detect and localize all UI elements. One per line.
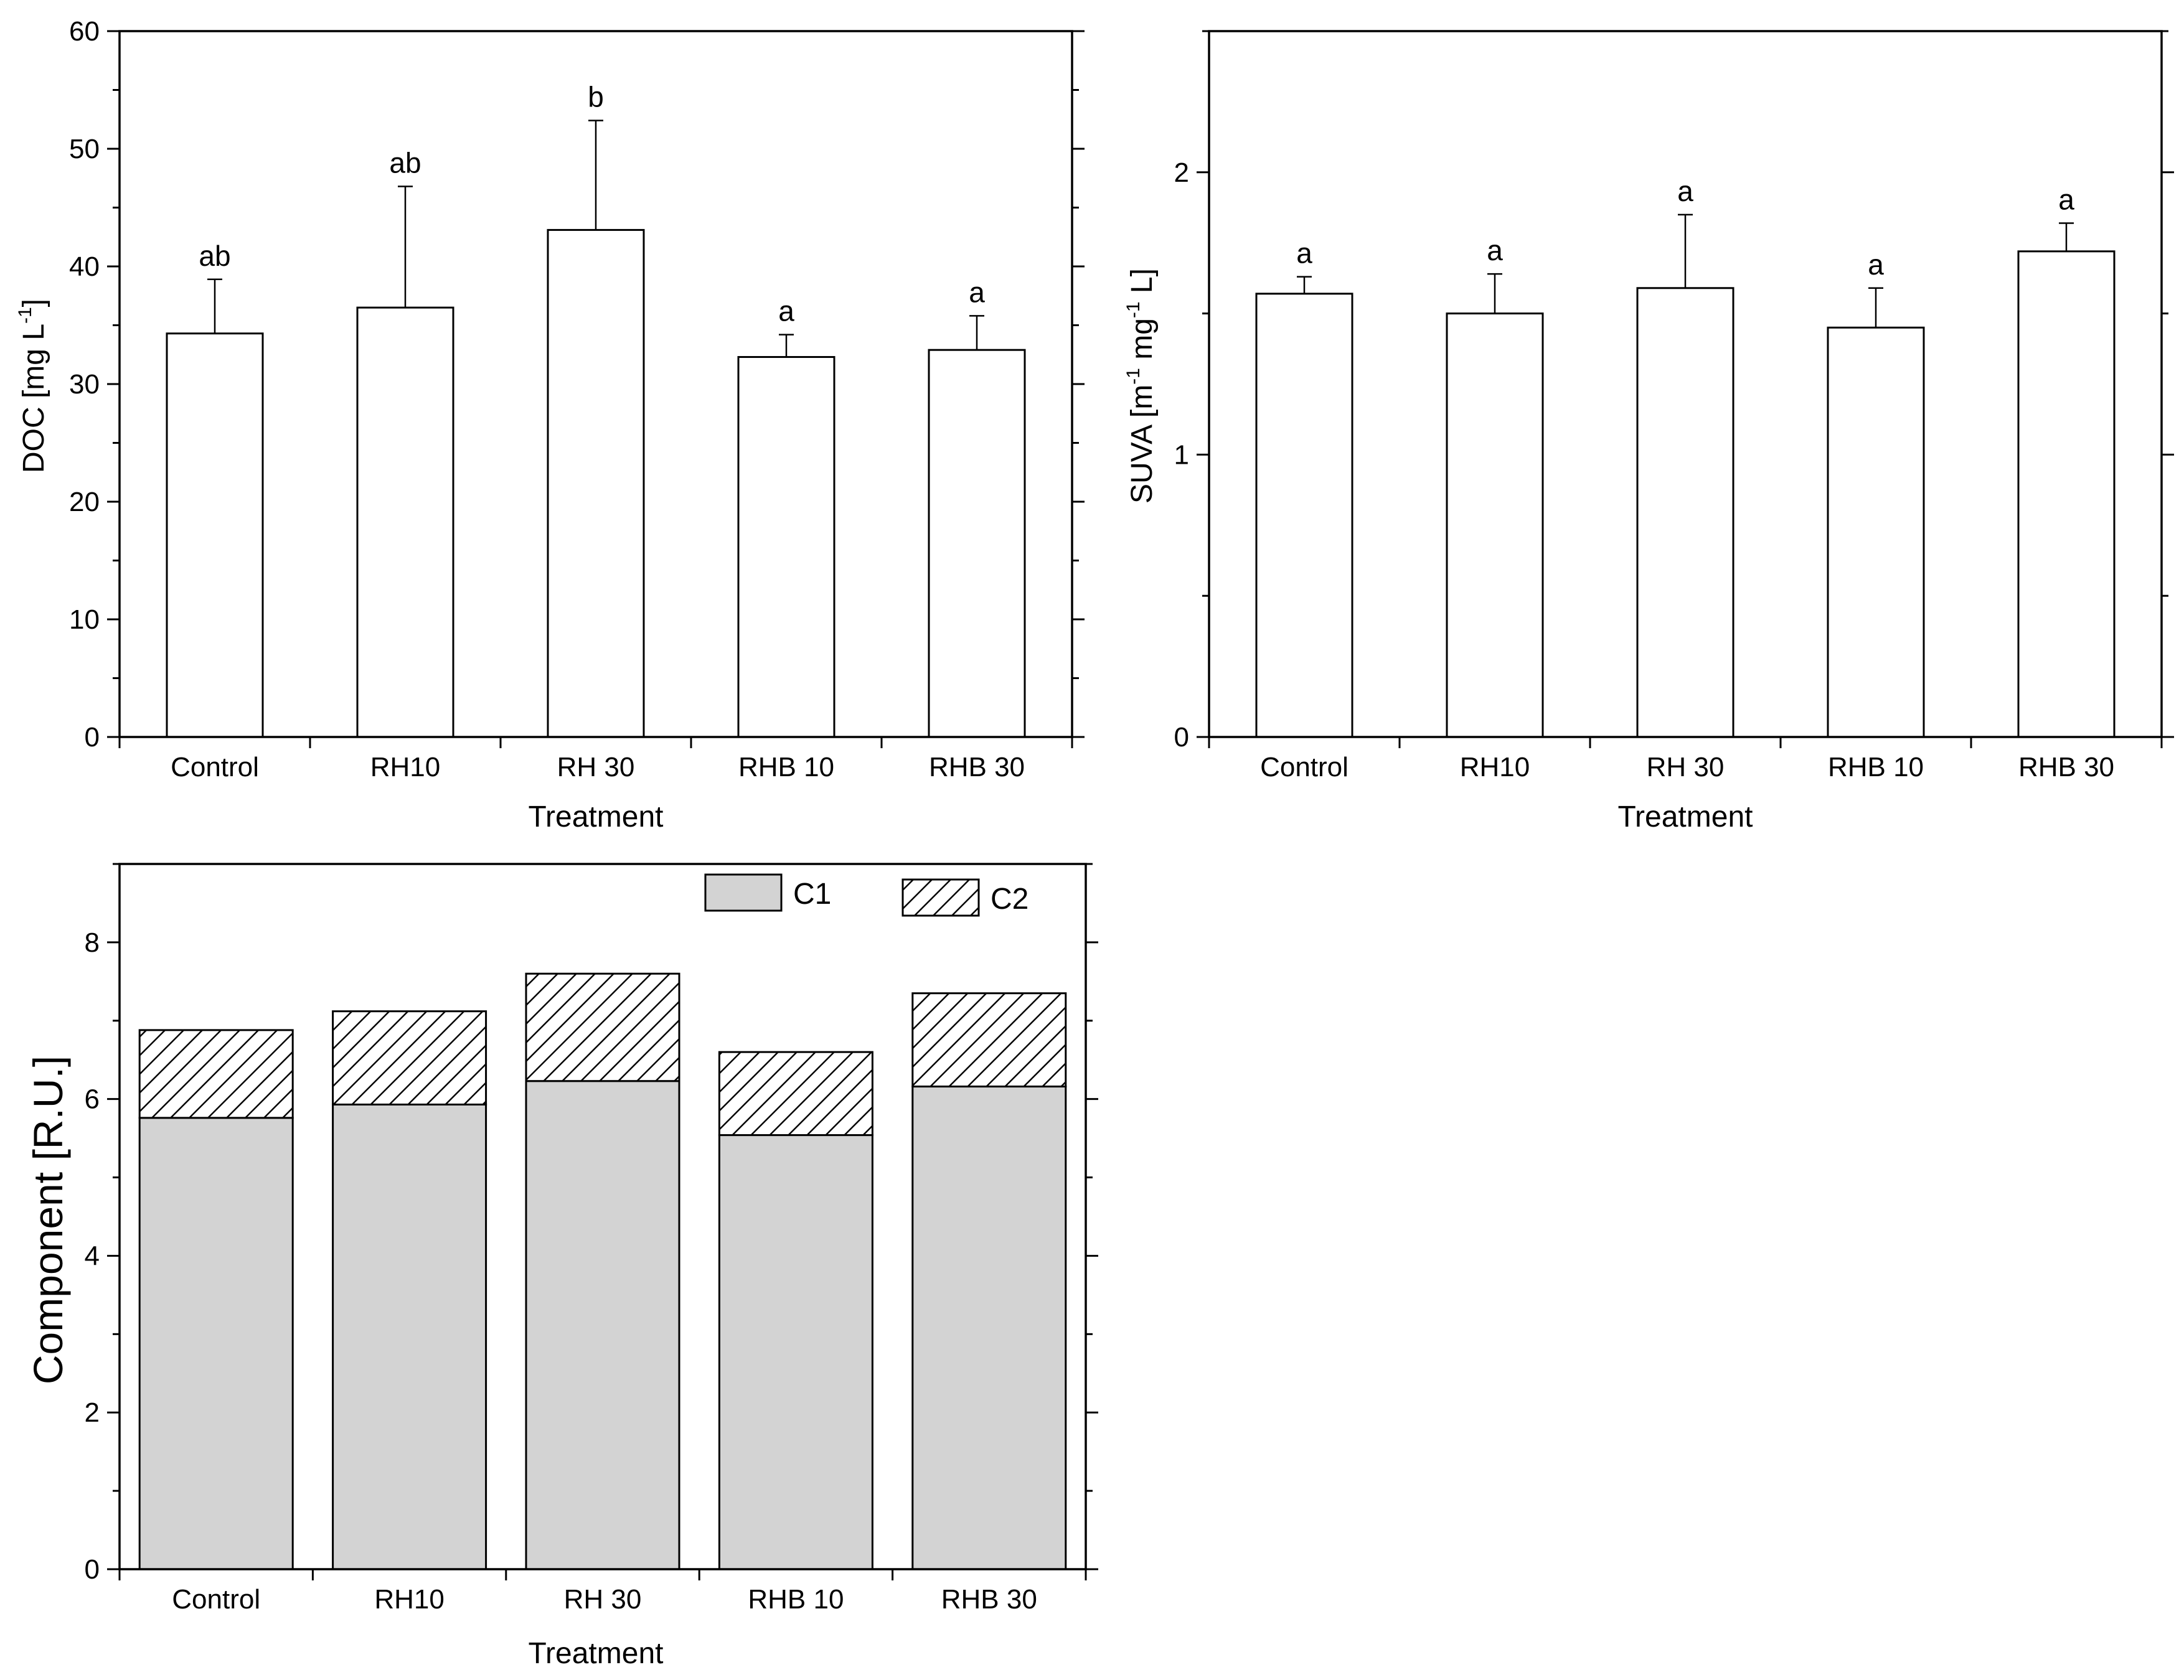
suva-y-tick-label: 2 bbox=[1174, 157, 1189, 188]
doc-y-tick-label: 0 bbox=[85, 722, 100, 753]
suva-significance-label: a bbox=[2058, 183, 2074, 215]
suva-y-tick-label: 1 bbox=[1174, 439, 1189, 470]
suva-y-axis-title-mid: mg bbox=[1126, 318, 1159, 368]
doc-x-tick-label: Control bbox=[171, 752, 259, 782]
suva-bars: a a a a a bbox=[1255, 175, 2116, 738]
suva-x-axis-title: Treatment bbox=[1618, 800, 1753, 833]
comp-x-tick-label: RHB 30 bbox=[941, 1584, 1037, 1615]
suva-significance-label: a bbox=[1296, 237, 1312, 270]
comp-bar-c2 bbox=[525, 972, 680, 1082]
comp-bar-c1 bbox=[911, 1086, 1067, 1570]
suva-x-tick-label: RHB 10 bbox=[1828, 752, 1924, 782]
doc-bar bbox=[356, 306, 454, 738]
comp-bar-c2 bbox=[911, 992, 1067, 1088]
suva-x-tick-label: RH 30 bbox=[1647, 752, 1725, 782]
doc-y-axis-title-sup: -1 bbox=[15, 307, 35, 324]
doc-y-tick-label: 60 bbox=[69, 16, 100, 47]
doc-significance-label: ab bbox=[199, 240, 230, 272]
comp-y-tick-label: 8 bbox=[85, 927, 100, 958]
doc-y-axis-title-end: ] bbox=[17, 299, 50, 307]
doc-y-tick-label: 30 bbox=[69, 369, 100, 400]
comp-bar-c2 bbox=[718, 1051, 873, 1137]
doc-y-tick-label: 50 bbox=[69, 134, 100, 164]
doc-y-tick-label: 20 bbox=[69, 487, 100, 517]
doc-y-tick-label: 40 bbox=[69, 251, 100, 282]
suva-y-tick-label: 0 bbox=[1174, 722, 1189, 753]
doc-bar bbox=[166, 332, 264, 738]
suva-plot-frame bbox=[1208, 30, 2163, 738]
suva-bar bbox=[2017, 250, 2116, 738]
suva-x-tick-label: Control bbox=[1260, 752, 1349, 782]
doc-bars: ab ab b a a bbox=[166, 81, 1026, 738]
suva-chart: SUVA [m-1 mg-1 L] Treatment a a a a a 0 1 2 Cont… bbox=[1123, 30, 2174, 833]
suva-bar bbox=[1255, 293, 1353, 738]
legend-c1-label: C1 bbox=[793, 878, 831, 911]
comp-y-tick-label: 0 bbox=[85, 1554, 100, 1585]
comp-bar-c1 bbox=[525, 1080, 680, 1570]
doc-bar bbox=[928, 349, 1026, 738]
comp-y-axis-title: Component [R.U.] bbox=[25, 1056, 71, 1384]
doc-significance-label: b bbox=[588, 81, 604, 113]
comp-x-tick-label: RH 30 bbox=[564, 1584, 642, 1615]
doc-y-axis-title: DOC [mg L-1] bbox=[15, 299, 50, 473]
comp-x-tick-label: Control bbox=[172, 1584, 260, 1615]
doc-x-tick-label: RHB 10 bbox=[738, 752, 834, 782]
component-chart: Component [R.U.] Treatment C1 C2 0 2 4 6 8 Co… bbox=[25, 863, 1098, 1670]
doc-bar bbox=[547, 228, 645, 738]
comp-bar-c1 bbox=[332, 1103, 487, 1570]
suva-significance-label: a bbox=[1487, 234, 1503, 266]
doc-axes: 0 10 20 30 40 50 60 Control RH10 RH 30 RHB 10 RHB 3… bbox=[69, 16, 1085, 782]
comp-plot-frame bbox=[118, 863, 1087, 1570]
suva-bar bbox=[1446, 312, 1544, 738]
suva-significance-label: a bbox=[1868, 248, 1884, 281]
doc-chart: DOC [mg L-1] Treatment ab ab b a a 0 10 20 30 40 5… bbox=[15, 16, 1085, 833]
comp-x-tick-label: RHB 10 bbox=[748, 1584, 844, 1615]
doc-x-axis-title: Treatment bbox=[529, 800, 664, 833]
suva-bar bbox=[1636, 287, 1734, 738]
suva-y-axis-title-end: L] bbox=[1126, 268, 1159, 301]
suva-y-axis-title-sup2: -1 bbox=[1123, 301, 1144, 318]
comp-bars bbox=[138, 972, 1067, 1570]
comp-bar-c2 bbox=[138, 1029, 294, 1119]
suva-y-axis-title-sup1: -1 bbox=[1123, 368, 1144, 385]
suva-axes: 0 1 2 Control RH10 RH 30 RHB 10 RHB 30 bbox=[1174, 30, 2174, 782]
doc-x-tick-label: RH10 bbox=[370, 752, 441, 782]
suva-y-axis-title: SUVA [m-1 mg-1 L] bbox=[1123, 268, 1159, 504]
comp-y-tick-label: 4 bbox=[85, 1241, 100, 1271]
doc-x-tick-label: RH 30 bbox=[557, 752, 635, 782]
suva-significance-label: a bbox=[1677, 175, 1693, 207]
comp-y-tick-label: 6 bbox=[85, 1084, 100, 1115]
comp-axes: 0 2 4 6 8 Control RH10 RH 30 RHB 10 RHB 30 bbox=[85, 863, 1098, 1615]
doc-significance-label: ab bbox=[389, 146, 421, 179]
doc-y-tick-label: 10 bbox=[69, 604, 100, 635]
comp-bar-c1 bbox=[718, 1134, 873, 1570]
doc-bar bbox=[737, 356, 835, 738]
legend-c2-swatch bbox=[901, 878, 980, 917]
comp-bar-c2 bbox=[332, 1010, 487, 1105]
doc-significance-label: a bbox=[778, 295, 794, 327]
doc-x-tick-label: RHB 30 bbox=[929, 752, 1025, 782]
comp-bar-c1 bbox=[138, 1117, 294, 1570]
comp-x-axis-title: Treatment bbox=[529, 1637, 664, 1670]
legend-c1-swatch bbox=[704, 873, 783, 912]
doc-significance-label: a bbox=[969, 276, 985, 308]
suva-x-tick-label: RHB 30 bbox=[2018, 752, 2114, 782]
suva-bar bbox=[1827, 326, 1925, 738]
comp-y-tick-label: 2 bbox=[85, 1397, 100, 1428]
legend-c2-label: C2 bbox=[991, 883, 1028, 916]
comp-x-tick-label: RH10 bbox=[374, 1584, 445, 1615]
suva-x-tick-label: RH10 bbox=[1460, 752, 1530, 782]
